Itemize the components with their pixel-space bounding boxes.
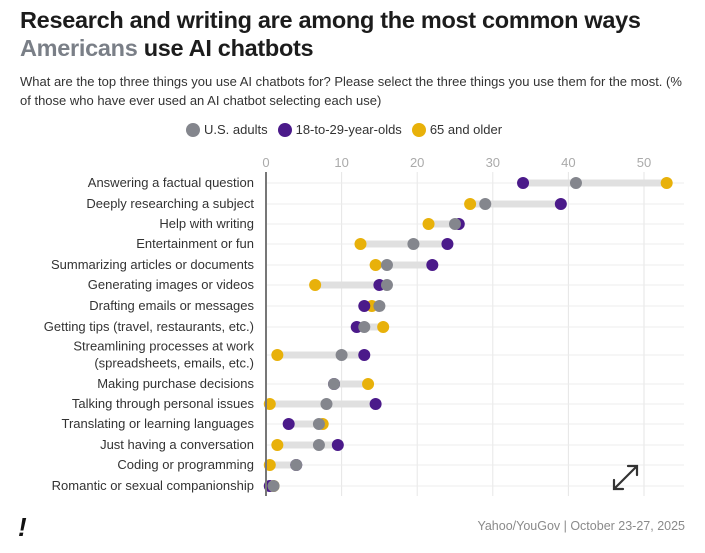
dot-65-and-older	[377, 321, 390, 333]
dot-18-to-29-year-olds	[517, 177, 530, 189]
dot-18-to-29-year-olds	[331, 439, 344, 451]
legend-item: 18-to-29-year-olds	[277, 122, 402, 137]
category-label: Getting tips (travel, restaurants, etc.)	[44, 319, 254, 334]
dot-u-s-adults	[479, 198, 492, 210]
dot-18-to-29-year-olds	[441, 238, 454, 250]
x-tick-label: 20	[410, 155, 424, 170]
legend-swatch	[277, 122, 292, 137]
expand-icon[interactable]	[612, 464, 639, 491]
category-label: Drafting emails or messages	[89, 298, 254, 313]
category-label: Summarizing articles or documents	[51, 257, 255, 272]
legend-item: U.S. adults	[186, 122, 268, 137]
dot-65-and-older	[309, 279, 322, 291]
category-label: Generating images or videos	[88, 277, 255, 292]
dot-65-and-older	[422, 218, 435, 230]
dot-18-to-29-year-olds	[358, 349, 371, 361]
x-tick-label: 30	[486, 155, 500, 170]
dot-u-s-adults	[449, 218, 461, 230]
title-part: use AI chatbots	[137, 35, 314, 61]
dot-u-s-adults	[569, 177, 582, 189]
dot-u-s-adults	[407, 238, 420, 250]
dot-u-s-adults	[267, 480, 280, 492]
category-label: Talking through personal issues	[72, 396, 255, 411]
dot-65-and-older	[464, 198, 477, 210]
source-note: Yahoo/YouGov | October 23-27, 2025	[477, 519, 685, 533]
legend-label: 65 and older	[429, 122, 503, 137]
dot-18-to-29-year-olds	[358, 300, 371, 312]
x-tick-label: 10	[334, 155, 348, 170]
x-tick-label: 50	[637, 155, 651, 170]
category-label: (spreadsheets, emails, etc.)	[94, 356, 254, 371]
dot-65-and-older	[362, 378, 375, 390]
dot-65-and-older	[369, 259, 382, 271]
x-tick-label: 40	[561, 155, 575, 170]
expand-icon-path	[612, 464, 639, 491]
category-label: Streamlining processes at work	[73, 339, 254, 354]
dot-65-and-older	[271, 439, 284, 451]
legend: U.S. adults 18-to-29-year-olds 65 and olde…	[186, 122, 502, 137]
dot-u-s-adults	[373, 300, 386, 312]
dot-65-and-older	[271, 349, 284, 361]
yahoo-logo: !	[18, 512, 27, 542]
dot-18-to-29-year-olds	[426, 259, 439, 271]
dot-u-s-adults	[358, 321, 371, 333]
dot-u-s-adults	[290, 459, 303, 471]
legend-swatch	[411, 122, 426, 137]
category-label: Making purchase decisions	[97, 376, 254, 391]
category-label: Coding or programming	[117, 457, 254, 472]
chart-title: Research and writing are among the most …	[20, 6, 700, 62]
dot-18-to-29-year-olds	[369, 398, 382, 410]
category-label: Translating or learning languages	[62, 416, 255, 431]
dot-65-and-older	[354, 238, 367, 250]
legend-label: U.S. adults	[204, 122, 268, 137]
category-label: Help with writing	[159, 216, 254, 231]
dot-u-s-adults	[312, 418, 325, 430]
category-label: Just having a conversation	[100, 437, 254, 452]
legend-swatch	[186, 122, 200, 137]
title-part: Research and writing are among the most …	[20, 7, 641, 33]
category-label: Romantic or sexual companionship	[52, 478, 254, 493]
chart-subtitle: What are the top three things you use AI…	[20, 74, 682, 108]
dot-u-s-adults	[328, 378, 341, 390]
dot-65-and-older	[660, 177, 673, 189]
dot-u-s-adults	[380, 279, 393, 291]
dot-18-to-29-year-olds	[282, 418, 295, 430]
category-label: Answering a factual question	[88, 175, 254, 190]
dot-u-s-adults	[312, 439, 325, 451]
dot-u-s-adults	[320, 398, 333, 410]
category-label: Entertainment or fun	[136, 236, 254, 251]
dot-18-to-29-year-olds	[554, 198, 567, 210]
x-tick-label: 0	[262, 155, 269, 170]
category-label: Deeply researching a subject	[86, 196, 254, 211]
legend-item: 65 and older	[411, 122, 503, 137]
dot-u-s-adults	[335, 349, 348, 361]
legend-label: 18-to-29-year-olds	[295, 122, 402, 137]
dot-u-s-adults	[380, 259, 393, 271]
title-highlight: Americans	[20, 35, 138, 61]
